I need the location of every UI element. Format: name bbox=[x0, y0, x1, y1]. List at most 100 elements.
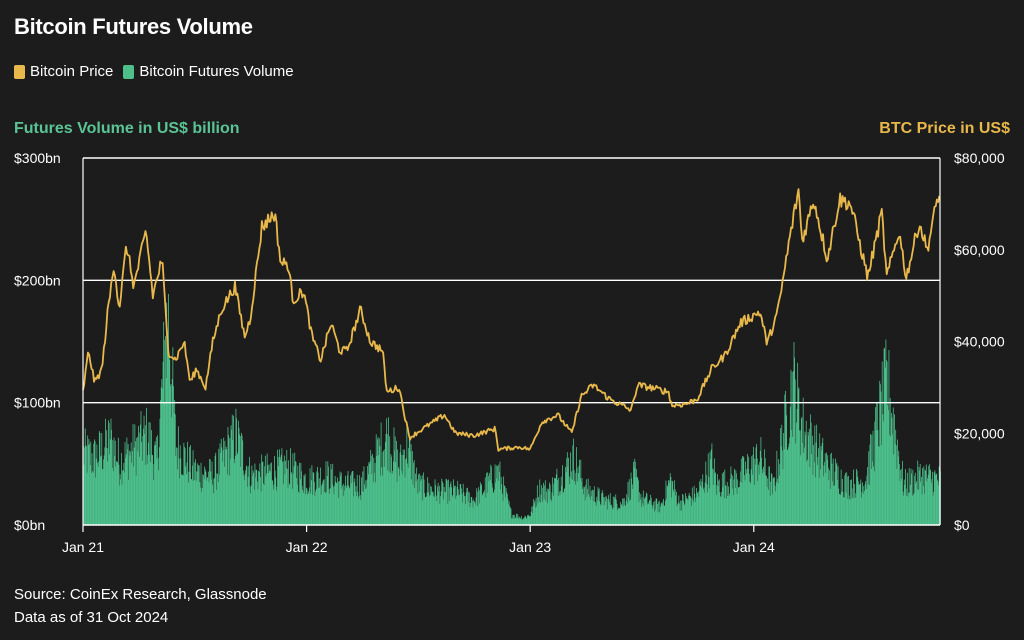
volume-bar bbox=[846, 476, 848, 525]
volume-bar bbox=[324, 492, 326, 525]
volume-bar bbox=[729, 478, 731, 525]
volume-bar bbox=[206, 480, 207, 525]
volume-bar bbox=[573, 438, 574, 525]
y-left-tick-label: $200bn bbox=[14, 272, 61, 288]
volume-bar bbox=[688, 492, 690, 525]
volume-bar bbox=[894, 444, 896, 525]
volume-bar bbox=[454, 486, 456, 525]
volume-bar bbox=[600, 504, 601, 525]
volume-bar bbox=[333, 494, 335, 525]
volume-bar bbox=[862, 482, 863, 525]
volume-bar bbox=[131, 462, 133, 525]
volume-bar bbox=[113, 437, 115, 525]
volume-bar bbox=[296, 484, 298, 525]
volume-bar bbox=[659, 512, 661, 525]
volume-bar bbox=[676, 506, 678, 525]
volume-bar bbox=[589, 485, 591, 525]
volume-bar bbox=[400, 444, 402, 525]
volume-bar bbox=[530, 511, 532, 525]
volume-bar bbox=[786, 415, 788, 525]
volume-bar bbox=[185, 474, 187, 525]
volume-bar bbox=[586, 496, 588, 525]
volume-bar bbox=[111, 467, 113, 525]
volume-bar bbox=[133, 447, 135, 525]
volume-bar bbox=[227, 427, 229, 525]
volume-bar bbox=[889, 397, 891, 525]
volume-bar bbox=[788, 443, 790, 525]
volume-bar bbox=[288, 484, 290, 525]
volume-bar bbox=[677, 504, 678, 525]
volume-bar bbox=[101, 433, 103, 525]
volume-bar bbox=[167, 341, 169, 525]
volume-bar bbox=[463, 492, 465, 525]
volume-bar bbox=[743, 457, 745, 525]
volume-bar bbox=[846, 472, 848, 525]
volume-bar bbox=[837, 479, 838, 525]
volume-bar bbox=[446, 480, 448, 525]
volume-bar bbox=[584, 500, 586, 525]
volume-bar bbox=[884, 367, 886, 525]
volume-bar bbox=[496, 478, 498, 525]
volume-bar bbox=[403, 454, 405, 525]
volume-bar bbox=[453, 487, 455, 525]
volume-bar bbox=[446, 479, 448, 525]
volume-bar bbox=[472, 507, 474, 525]
volume-bar bbox=[128, 450, 130, 525]
volume-bar bbox=[737, 479, 739, 525]
volume-bar bbox=[675, 491, 677, 525]
volume-bar bbox=[705, 461, 707, 525]
volume-bar bbox=[835, 464, 837, 525]
volume-bar bbox=[896, 468, 898, 525]
volume-bar bbox=[386, 418, 388, 525]
volume-bar bbox=[794, 379, 796, 525]
volume-bar bbox=[883, 421, 884, 525]
volume-bar bbox=[678, 495, 680, 525]
y-right-tick-label: $60,000 bbox=[954, 242, 1005, 258]
y-right-tick-label: $0 bbox=[954, 517, 970, 533]
volume-bar bbox=[579, 478, 581, 525]
volume-bar bbox=[645, 492, 647, 525]
volume-bar bbox=[90, 472, 92, 525]
volume-bar bbox=[430, 485, 432, 525]
volume-bar bbox=[720, 496, 722, 525]
volume-bar bbox=[386, 434, 388, 525]
volume-bar bbox=[202, 474, 204, 525]
volume-bar bbox=[542, 487, 544, 525]
volume-bar bbox=[133, 466, 135, 525]
volume-bar bbox=[876, 403, 878, 525]
volume-bar bbox=[819, 469, 821, 525]
volume-bar bbox=[97, 466, 99, 525]
volume-bar bbox=[276, 486, 278, 525]
volume-bar bbox=[262, 461, 264, 525]
volume-bar bbox=[390, 454, 392, 525]
volume-bar bbox=[682, 494, 684, 525]
volume-bar bbox=[351, 471, 353, 525]
volume-bar bbox=[240, 466, 242, 525]
volume-bar bbox=[895, 429, 897, 525]
volume-bar bbox=[726, 498, 728, 525]
volume-bar bbox=[857, 476, 859, 525]
volume-bar bbox=[615, 499, 617, 525]
volume-bar bbox=[156, 458, 158, 525]
volume-bar bbox=[799, 430, 800, 525]
volume-bar bbox=[844, 475, 846, 525]
volume-bar bbox=[415, 473, 416, 525]
volume-bar bbox=[322, 481, 324, 525]
volume-bar bbox=[405, 458, 407, 525]
volume-bar bbox=[93, 443, 95, 525]
volume-bar bbox=[691, 505, 693, 525]
volume-bar bbox=[747, 453, 748, 525]
volume-bar bbox=[927, 478, 928, 525]
volume-bar bbox=[623, 498, 625, 525]
volume-bar bbox=[809, 467, 811, 525]
volume-bar bbox=[111, 429, 112, 525]
volume-bar bbox=[201, 491, 203, 525]
volume-bar bbox=[222, 461, 223, 525]
volume-bar bbox=[336, 482, 338, 525]
volume-bar bbox=[414, 488, 416, 525]
volume-bar bbox=[661, 504, 663, 525]
volume-bar bbox=[633, 467, 635, 525]
volume-bar bbox=[119, 474, 121, 525]
volume-bar bbox=[117, 462, 119, 525]
volume-bar bbox=[750, 483, 751, 525]
